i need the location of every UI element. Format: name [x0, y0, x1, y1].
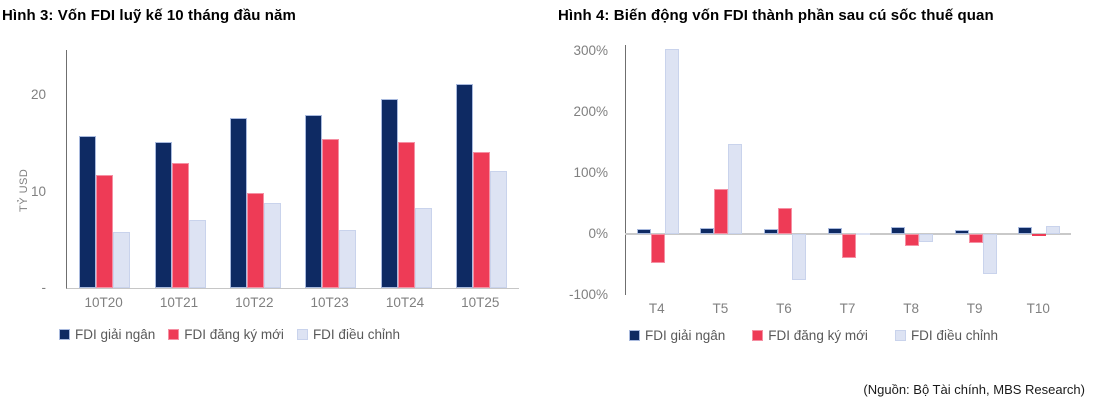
legend-item: FDI đăng ký mới: [752, 328, 868, 343]
legend-item: FDI giải ngân: [629, 328, 725, 343]
y-tick-label: 300%: [573, 43, 608, 59]
bar-fdi-giải-ngân-10t23: [305, 114, 323, 288]
bar-fdi-giải-ngân-t8: [891, 226, 906, 235]
y-tick-label: -: [41, 280, 47, 295]
y-tick-label: 0%: [588, 226, 608, 242]
x-category-label: 10T25: [461, 295, 500, 310]
x-category-label: T5: [712, 301, 729, 316]
legend-label: FDI giải ngân: [645, 328, 726, 343]
x-category-label: 10T23: [310, 295, 349, 310]
legend-item: FDI điều chỉnh: [894, 328, 998, 343]
bar-fdi-điều-chỉnh-10t25: [489, 171, 507, 288]
y-tick-label: -100%: [568, 287, 608, 302]
bar-fdi-đăng-ký-mới-10t23: [322, 138, 340, 288]
bar-fdi-điều-chỉnh-10t23: [339, 230, 357, 288]
bar-fdi-giải-ngân-10t21: [154, 141, 172, 288]
bar-fdi-đăng-ký-mới-10t24: [397, 141, 415, 288]
legend-label: FDI đăng ký mới: [768, 328, 868, 343]
x-category-label: 10T24: [385, 295, 425, 310]
bar-fdi-điều-chỉnh-t6: [791, 234, 806, 281]
legend-item: FDI giải ngân: [59, 327, 155, 342]
bar-fdi-giải-ngân-t10: [1018, 226, 1033, 235]
bar-fdi-đăng-ký-mới-t6: [777, 208, 792, 235]
x-category-label: 10T21: [159, 295, 199, 310]
x-category-label: T10: [1026, 301, 1050, 316]
bar-fdi-giải-ngân-t5: [700, 227, 715, 235]
bar-fdi-đăng-ký-mới-10t22: [246, 192, 264, 288]
bar-fdi-đăng-ký-mới-t8: [905, 234, 920, 247]
bar-fdi-đăng-ký-mới-t5: [714, 188, 729, 234]
chart2-title: Hình 4: Biến động vốn FDI thành phần sau…: [558, 7, 994, 24]
legend-label: FDI đăng ký mới: [184, 327, 284, 342]
bar-fdi-điều-chỉnh-t8: [919, 234, 934, 242]
y-tick-label: 20: [30, 87, 46, 103]
bar-fdi-đăng-ký-mới-t7: [841, 234, 856, 259]
x-category-label: T9: [966, 301, 983, 316]
legend-swatch-icon: [296, 329, 308, 340]
bar-fdi-giải-ngân-10t24: [380, 99, 398, 288]
x-category-label: T7: [839, 301, 856, 316]
bar-fdi-giải-ngân-10t20: [79, 135, 97, 288]
bar-fdi-đăng-ký-mới-t4: [650, 234, 665, 263]
legend-swatch-icon: [894, 330, 906, 341]
bar-fdi-điều-chỉnh-10t24: [414, 208, 432, 288]
legend-item: FDI đăng ký mới: [168, 327, 284, 342]
x-category-label: T6: [776, 301, 792, 316]
y-tick-label: 10: [30, 183, 46, 199]
bar-fdi-điều-chỉnh-t5: [728, 143, 743, 234]
bar-fdi-giải-ngân-10t25: [455, 83, 473, 288]
legend-label: FDI giải ngân: [75, 327, 156, 342]
chart2-y-axis-ticks: 300% 200% 100% 0% -100%: [546, 43, 608, 302]
bar-fdi-điều-chỉnh-t9: [982, 234, 997, 275]
legend-swatch-icon: [629, 330, 640, 341]
chart1-x-axis-labels: 10T20 10T21 10T22 10T23 10T24 10T25: [66, 295, 518, 310]
bar-fdi-điều-chỉnh-10t21: [188, 219, 206, 288]
x-category-label: T8: [903, 301, 919, 316]
legend-swatch-icon: [752, 330, 764, 341]
bar-fdi-điều-chỉnh-t10: [1046, 226, 1061, 235]
x-category-label: 10T22: [235, 295, 274, 310]
y-tick-label: 100%: [573, 165, 608, 181]
bar-fdi-đăng-ký-mới-t9: [968, 234, 983, 243]
x-category-label: T4: [648, 301, 665, 316]
y-tick-label: 200%: [573, 104, 608, 120]
chart2-legend: FDI giải ngân FDI đăng ký mới FDI điều chỉ…: [629, 328, 998, 343]
legend-swatch-icon: [168, 329, 180, 340]
chart1-y-axis-ticks: 20 10 -: [6, 50, 46, 295]
legend-item: FDI điều chỉnh: [296, 327, 400, 342]
bar-fdi-đăng-ký-mới-10t21: [171, 162, 189, 288]
chart1-legend: FDI giải ngân FDI đăng ký mới FDI điều chỉ…: [59, 327, 400, 342]
chart2-x-axis-labels: T4 T5 T6 T7 T8 T9 T10: [625, 301, 1070, 316]
bar-fdi-đăng-ký-mới-10t25: [472, 152, 490, 288]
chart1-title: Hình 3: Vốn FDI luỹ kế 10 tháng đầu năm: [2, 7, 296, 24]
bar-fdi-điều-chỉnh-t4: [664, 49, 679, 235]
chart2-plot-area: [624, 45, 1071, 295]
x-category-label: 10T20: [84, 295, 123, 310]
legend-swatch-icon: [59, 329, 70, 340]
bar-fdi-đăng-ký-mới-t10: [1032, 234, 1047, 237]
bar-fdi-giải-ngân-t4: [636, 229, 651, 235]
bar-fdi-điều-chỉnh-t7: [855, 232, 870, 235]
bar-fdi-giải-ngân-t7: [827, 227, 842, 235]
legend-label: FDI điều chỉnh: [312, 327, 400, 342]
bar-fdi-điều-chỉnh-10t20: [113, 232, 131, 288]
bar-fdi-giải-ngân-t9: [954, 230, 969, 235]
bar-fdi-đăng-ký-mới-10t20: [96, 175, 114, 288]
bar-fdi-giải-ngân-10t22: [229, 118, 247, 288]
source-note: (Nguồn: Bộ Tài chính, MBS Research): [863, 382, 1085, 397]
chart1-plot-area: [66, 50, 519, 289]
legend-label: FDI điều chỉnh: [910, 328, 998, 343]
bar-fdi-điều-chỉnh-10t22: [263, 203, 281, 288]
bar-fdi-giải-ngân-t6: [763, 229, 778, 235]
